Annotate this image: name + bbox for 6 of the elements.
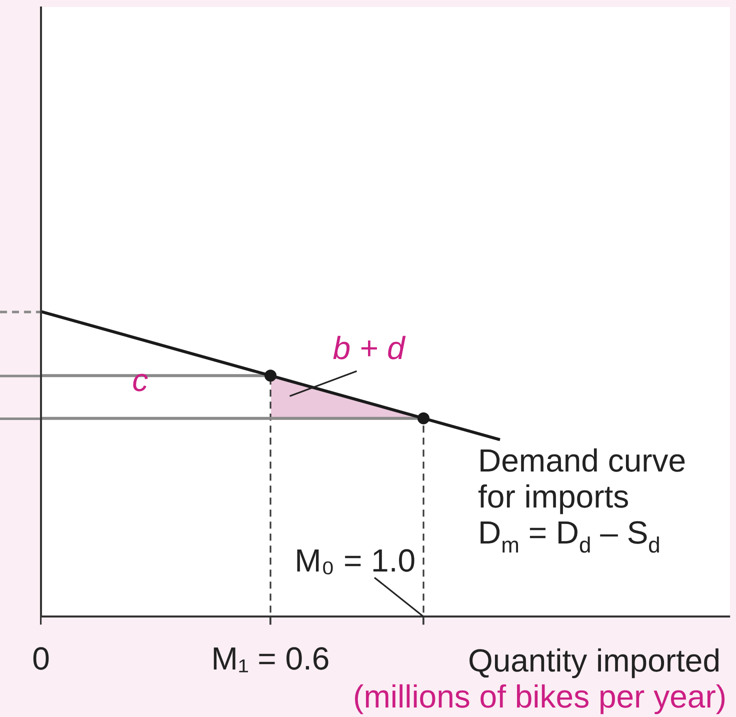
x-tick-label: M₁ = 0.6 bbox=[211, 640, 330, 677]
x-tick-label: 0 bbox=[32, 640, 50, 677]
annotation: b + d bbox=[332, 330, 406, 366]
x-axis-title: Quantity imported (millions of bikes per year) bbox=[353, 642, 726, 715]
annotation: M₀ = 1.0 bbox=[294, 542, 416, 579]
annotation: c bbox=[132, 362, 148, 398]
